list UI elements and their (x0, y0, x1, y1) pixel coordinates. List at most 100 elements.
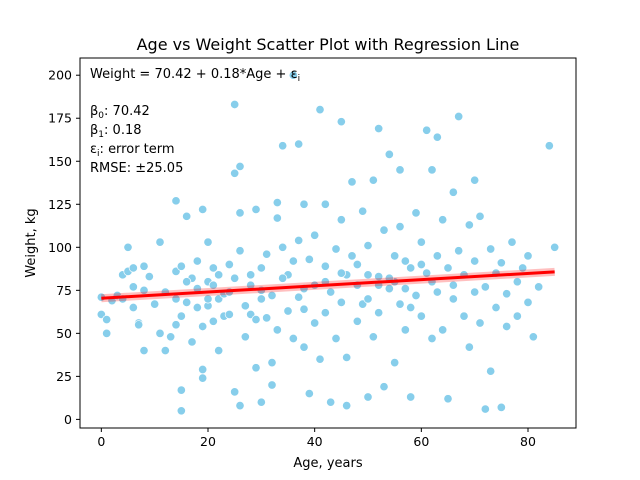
data-point (502, 289, 512, 299)
data-point (320, 199, 330, 209)
data-point (416, 311, 426, 321)
data-point (422, 125, 432, 135)
data-point (480, 282, 490, 292)
beta1-value: 0.18 (113, 123, 142, 138)
data-point (528, 332, 538, 342)
data-point (464, 342, 474, 352)
data-point (224, 309, 234, 319)
data-point (299, 199, 309, 209)
plot-frame (79, 57, 577, 429)
data-point (198, 364, 208, 375)
data-point (198, 373, 208, 383)
data-point (352, 316, 362, 326)
epsilon-description: error term (108, 142, 174, 157)
data-point (262, 313, 272, 323)
data-point (299, 304, 309, 314)
data-point (128, 263, 138, 273)
data-point (278, 242, 288, 252)
data-point (272, 213, 282, 223)
data-point (272, 325, 282, 335)
data-point (374, 124, 384, 134)
data-point (507, 237, 517, 247)
data-point (427, 333, 437, 344)
data-point (480, 404, 490, 414)
data-point (379, 225, 389, 235)
data-point (470, 287, 480, 297)
data-point (379, 382, 389, 392)
data-point (363, 241, 373, 251)
data-point (176, 261, 186, 271)
data-point (278, 141, 288, 151)
data-point (544, 141, 554, 151)
data-point (208, 280, 218, 290)
data-point (139, 261, 149, 271)
data-point (395, 165, 405, 175)
data-point (123, 242, 133, 252)
data-point (182, 277, 192, 287)
data-point (262, 249, 272, 259)
scatter-points (96, 70, 560, 416)
data-point (256, 263, 266, 273)
data-point (240, 332, 250, 342)
data-point (358, 206, 368, 216)
data-point (272, 198, 282, 208)
data-point (448, 187, 458, 197)
data-point (128, 302, 138, 313)
data-point (336, 215, 346, 225)
data-point (512, 311, 522, 321)
data-point (251, 204, 261, 214)
data-point (320, 261, 330, 271)
data-point (347, 251, 357, 261)
data-point (256, 294, 266, 304)
data-point (102, 328, 112, 338)
data-point (102, 315, 112, 325)
data-point (230, 387, 240, 397)
data-point (139, 346, 149, 356)
data-point (267, 380, 277, 390)
data-point (326, 287, 336, 297)
data-point (326, 397, 336, 407)
data-point (523, 297, 533, 307)
beta0-value: 70.42 (113, 104, 150, 119)
data-point (352, 259, 362, 270)
data-point (374, 308, 384, 318)
data-point (288, 333, 298, 344)
y-tick-label: 75 (56, 283, 72, 298)
data-point (235, 161, 245, 171)
y-axis: 0 25 50 75 100 125 150 175 200 (48, 68, 80, 427)
data-point (214, 270, 224, 280)
data-point (416, 237, 426, 247)
data-point (230, 99, 240, 110)
data-point (470, 175, 480, 185)
data-point (496, 402, 506, 412)
data-point (208, 316, 218, 326)
data-point (182, 211, 192, 221)
data-point (336, 268, 346, 278)
data-point (470, 256, 480, 266)
equation-subscript: i (298, 74, 301, 84)
beta1-annotation: β1: 0.18 (90, 123, 142, 140)
chart-title: Age vs Weight Scatter Plot with Regressi… (137, 35, 520, 54)
data-point (331, 333, 341, 344)
data-point (438, 325, 448, 335)
data-point (363, 392, 373, 402)
data-point (288, 256, 298, 266)
data-point (155, 328, 165, 338)
data-point (192, 302, 202, 313)
data-point (246, 270, 256, 280)
data-point (432, 251, 442, 261)
x-tick-label: 0 (97, 434, 105, 449)
data-point (502, 321, 512, 332)
y-tick-label: 200 (48, 68, 72, 83)
annotation-box: Weight = 70.42 + 0.18*Age + εi β0: 70.42… (90, 67, 300, 176)
data-point (310, 318, 320, 328)
data-point (390, 251, 400, 261)
data-point (443, 394, 453, 404)
data-point (523, 251, 533, 261)
data-point (304, 254, 314, 264)
x-tick-label: 80 (520, 434, 536, 449)
data-point (230, 168, 240, 178)
regression-line (101, 270, 555, 300)
data-point (160, 346, 170, 356)
